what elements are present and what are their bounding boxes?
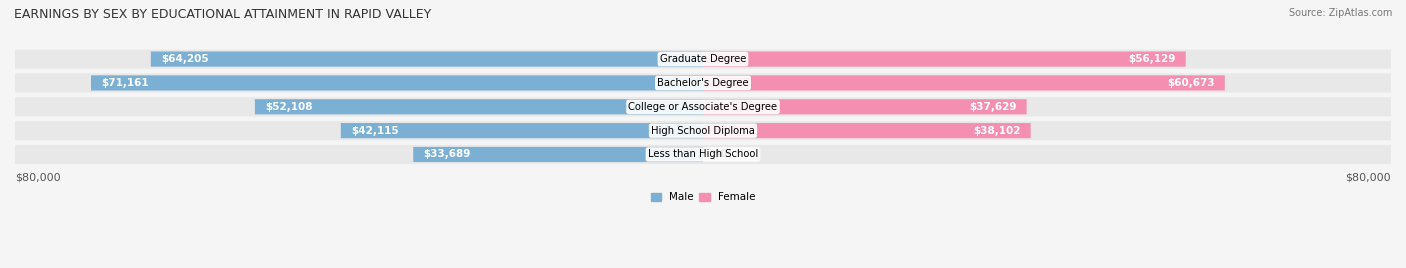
FancyBboxPatch shape: [91, 75, 703, 91]
Text: Graduate Degree: Graduate Degree: [659, 54, 747, 64]
Text: $38,102: $38,102: [973, 126, 1021, 136]
Text: $52,108: $52,108: [266, 102, 312, 112]
Legend: Male, Female: Male, Female: [647, 188, 759, 206]
FancyBboxPatch shape: [254, 99, 703, 114]
Text: $80,000: $80,000: [1346, 172, 1391, 182]
Text: High School Diploma: High School Diploma: [651, 126, 755, 136]
FancyBboxPatch shape: [703, 51, 1185, 67]
Text: EARNINGS BY SEX BY EDUCATIONAL ATTAINMENT IN RAPID VALLEY: EARNINGS BY SEX BY EDUCATIONAL ATTAINMEN…: [14, 8, 432, 21]
Text: Source: ZipAtlas.com: Source: ZipAtlas.com: [1288, 8, 1392, 18]
Text: $56,129: $56,129: [1128, 54, 1175, 64]
FancyBboxPatch shape: [15, 97, 1391, 116]
Text: $80,000: $80,000: [15, 172, 60, 182]
FancyBboxPatch shape: [703, 123, 1031, 138]
Text: $64,205: $64,205: [162, 54, 208, 64]
Text: $60,673: $60,673: [1167, 78, 1215, 88]
Text: $33,689: $33,689: [423, 150, 471, 159]
FancyBboxPatch shape: [150, 51, 703, 67]
Text: College or Associate's Degree: College or Associate's Degree: [628, 102, 778, 112]
Text: $71,161: $71,161: [101, 78, 149, 88]
FancyBboxPatch shape: [15, 121, 1391, 140]
FancyBboxPatch shape: [413, 147, 703, 162]
Text: $37,629: $37,629: [969, 102, 1017, 112]
FancyBboxPatch shape: [703, 75, 1225, 91]
Text: $42,115: $42,115: [352, 126, 399, 136]
Text: $0: $0: [713, 150, 728, 159]
FancyBboxPatch shape: [340, 123, 703, 138]
Text: Less than High School: Less than High School: [648, 150, 758, 159]
Text: Bachelor's Degree: Bachelor's Degree: [657, 78, 749, 88]
FancyBboxPatch shape: [15, 73, 1391, 92]
FancyBboxPatch shape: [703, 99, 1026, 114]
FancyBboxPatch shape: [15, 145, 1391, 164]
FancyBboxPatch shape: [15, 50, 1391, 69]
